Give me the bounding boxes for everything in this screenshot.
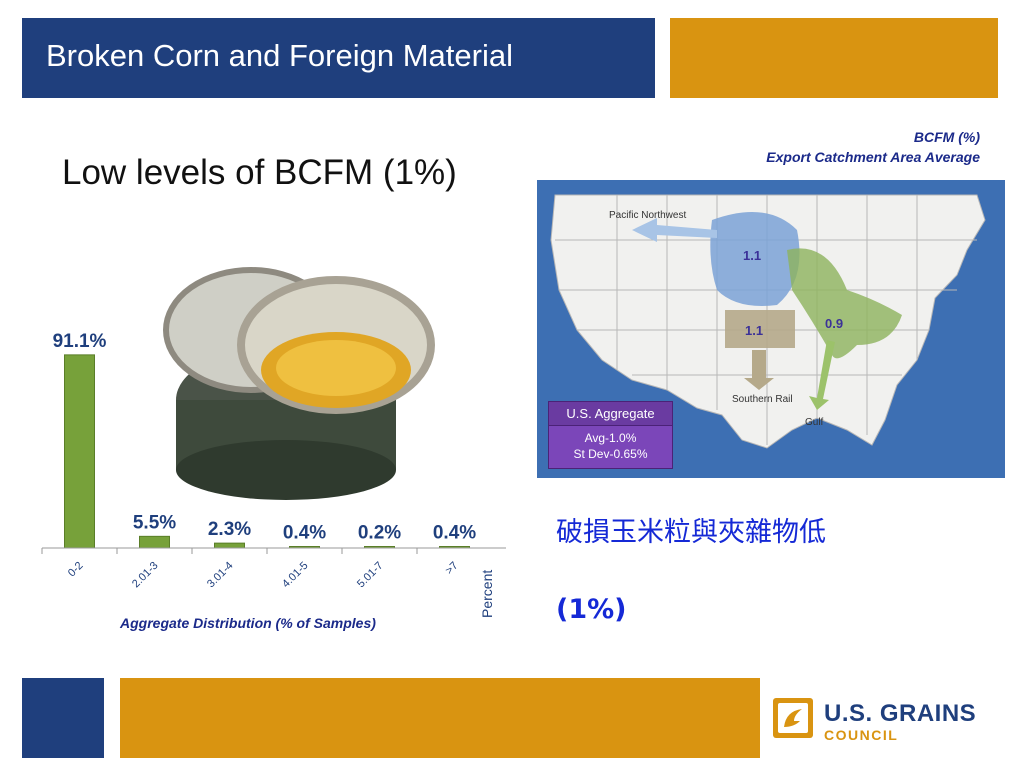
footer-bar-gold	[120, 678, 760, 758]
grains-council-logo-icon	[773, 698, 813, 738]
bar-0	[64, 354, 95, 549]
accent-bar-top	[670, 18, 998, 98]
value-southern-rail: 1.1	[745, 323, 763, 338]
y-axis-label: Percent	[479, 570, 495, 618]
sieve-image	[163, 267, 435, 500]
bar-2	[214, 542, 245, 549]
logo-subtitle: COUNCIL	[824, 727, 899, 743]
bar-value-label-4: 0.2%	[358, 523, 401, 544]
x-tick-label-4: 5.01-7	[355, 560, 386, 591]
slide-title: Broken Corn and Foreign Material	[46, 38, 513, 73]
arrow-gulf	[809, 340, 835, 410]
aggregate-avg: Avg-1.0%	[584, 431, 637, 445]
x-tick-label-0: 0-2	[66, 560, 86, 580]
chinese-caption: 破損玉米粒與夾雜物低	[556, 517, 826, 548]
gulf-region	[787, 248, 902, 359]
logo-wordmark: U.S. GRAINS	[824, 700, 977, 727]
x-tick-label-5: >7	[443, 560, 460, 577]
title-bar	[22, 18, 655, 98]
aggregate-title: U.S. Aggregate	[548, 401, 673, 426]
arrow-southern-rail	[744, 350, 774, 390]
x-tick-label-2: 3.01-4	[205, 560, 236, 591]
distribution-bar-chart: 91.1% 5.5% 2.3% 0.4% 0.2% 0.4% 0-2 2.01-3 3.01-…	[41, 267, 506, 618]
aggregate-stats: Avg-1.0% St Dev-0.65%	[548, 426, 673, 469]
value-pacific-northwest: 1.1	[743, 248, 761, 263]
bar-value-label-0: 91.1%	[53, 331, 107, 352]
arrow-pacific-northwest	[632, 218, 717, 242]
x-tick-label-1: 2.01-3	[130, 560, 161, 591]
footer-block-blue	[22, 678, 104, 758]
us-catchment-map: Pacific Northwest 1.1 1.1 0.9 Southern R…	[537, 180, 1005, 478]
x-tick-label-3: 4.01-5	[280, 560, 311, 591]
bar-value-label-5: 0.4%	[433, 523, 476, 544]
value-gulf: 0.9	[825, 316, 843, 331]
chinese-percent: (1%)	[556, 594, 627, 625]
pacific-northwest-region	[710, 212, 800, 306]
label-gulf: Gulf	[805, 417, 824, 428]
aggregate-box: U.S. Aggregate Avg-1.0% St Dev-0.65%	[548, 401, 673, 469]
southern-rail-region	[725, 310, 795, 348]
map-caption-line2: Export Catchment Area Average	[766, 149, 980, 165]
bar-value-label-2: 2.3%	[208, 519, 251, 540]
chart-caption: Aggregate Distribution (% of Samples)	[120, 615, 376, 631]
bar-1	[139, 535, 170, 549]
map-caption-line1: BCFM (%)	[913, 129, 980, 145]
map-caption: BCFM (%) Export Catchment Area Average	[766, 127, 980, 167]
bar-value-label-3: 0.4%	[283, 523, 326, 544]
label-southern-rail: Southern Rail	[732, 394, 793, 405]
headline: Low levels of BCFM (1%)	[62, 153, 457, 192]
bar-value-label-1: 5.5%	[133, 512, 176, 533]
label-pacific-northwest: Pacific Northwest	[609, 210, 686, 221]
aggregate-stdev: St Dev-0.65%	[573, 447, 648, 461]
